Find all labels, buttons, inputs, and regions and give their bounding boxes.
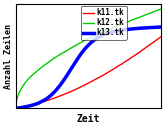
k11.tk (137, 52, 139, 54)
k12.tk (160, 8, 162, 10)
k12.tk (104, 30, 106, 32)
k13.tk (101, 35, 103, 36)
k13.tk (146, 27, 148, 29)
k13.tk (104, 34, 106, 35)
Line: k13.tk: k13.tk (16, 27, 161, 108)
k12.tk (101, 31, 103, 33)
Y-axis label: Anzahl Zeilen: Anzahl Zeilen (4, 24, 13, 89)
k12.tk (15, 108, 17, 109)
k12.tk (137, 17, 139, 19)
k13.tk (15, 108, 17, 109)
k13.tk (137, 28, 139, 29)
X-axis label: Zeit: Zeit (77, 114, 100, 124)
Line: k11.tk: k11.tk (16, 37, 161, 108)
k12.tk (146, 14, 148, 15)
k11.tk (160, 36, 162, 38)
Legend: k11.tk, k12.tk, k13.tk: k11.tk, k12.tk, k13.tk (81, 6, 127, 40)
k12.tk (16, 101, 17, 103)
k11.tk (101, 75, 103, 77)
k13.tk (101, 35, 103, 36)
k11.tk (104, 74, 106, 75)
k13.tk (160, 26, 162, 28)
k13.tk (16, 107, 17, 109)
k11.tk (16, 107, 17, 109)
k12.tk (101, 32, 103, 33)
k11.tk (146, 46, 148, 47)
k11.tk (101, 75, 103, 77)
Line: k12.tk: k12.tk (16, 9, 161, 108)
k11.tk (15, 108, 17, 109)
